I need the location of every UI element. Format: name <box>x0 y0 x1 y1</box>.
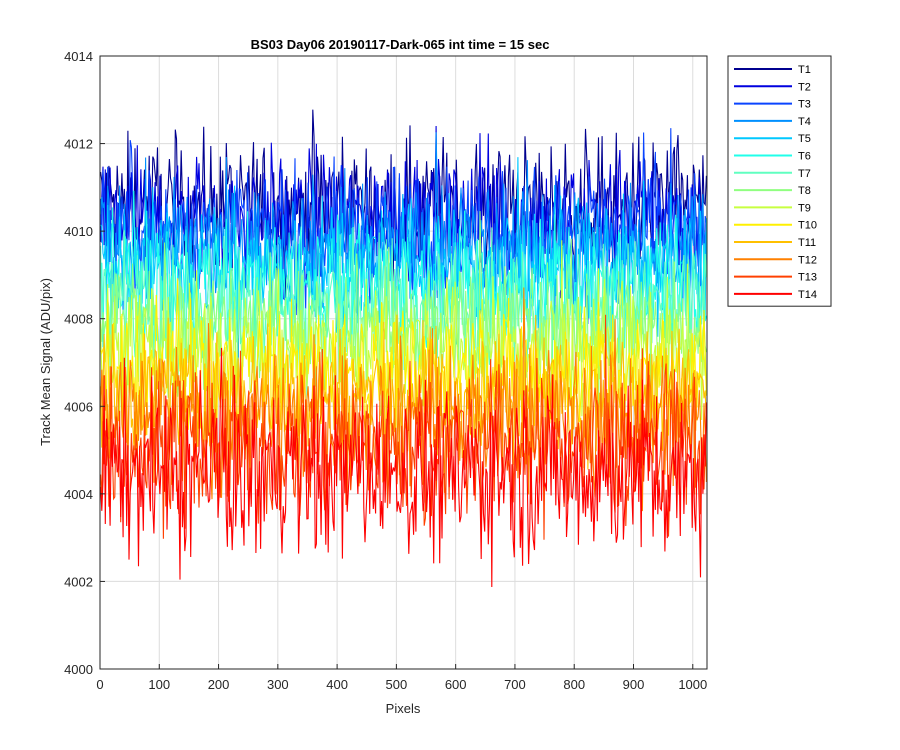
y-tick-label: 4000 <box>64 662 93 677</box>
legend-label-t3: T3 <box>798 99 811 111</box>
series-line-t7 <box>100 226 707 402</box>
x-tick-label: 600 <box>445 677 467 692</box>
x-tick-label: 100 <box>148 677 170 692</box>
y-tick-label: 4004 <box>64 487 93 502</box>
legend-label-t13: T13 <box>798 272 817 284</box>
x-tick-label: 500 <box>386 677 408 692</box>
legend-label-t6: T6 <box>798 151 811 163</box>
y-tick-label: 4006 <box>64 399 93 414</box>
chart-title: BS03 Day06 20190117-Dark-065 int time = … <box>251 37 550 52</box>
x-tick-label: 400 <box>326 677 348 692</box>
y-tick-label: 4010 <box>64 224 93 239</box>
y-axis-label: Track Mean Signal (ADU/pix) <box>38 278 53 446</box>
series-line-t5 <box>100 157 707 347</box>
x-tick-label: 300 <box>267 677 289 692</box>
legend-label-t4: T4 <box>798 116 811 128</box>
y-tick-label: 4014 <box>64 49 93 64</box>
y-tick-label: 4008 <box>64 312 93 327</box>
axis-ticks: 0 100 200 300 400 500 600 700 800 900 1000 4000 4002… <box>64 49 707 692</box>
x-axis-label: Pixels <box>386 701 421 716</box>
legend-label-t2: T2 <box>798 81 811 93</box>
legend-label-t5: T5 <box>798 133 811 145</box>
plot-frame <box>99 55 708 670</box>
series-lines <box>100 109 707 588</box>
legend-label-t11: T11 <box>798 237 816 249</box>
x-tick-label: 700 <box>504 677 526 692</box>
legend-label-t7: T7 <box>798 168 811 180</box>
legend-label-t12: T12 <box>798 254 817 266</box>
series-line-t14 <box>100 347 707 588</box>
legend-label-t9: T9 <box>798 202 811 214</box>
x-tick-label: 200 <box>208 677 230 692</box>
legend: T1 T2 T3 T4 T5 T6 T7 T8 T9 T10 T11 T12 T13 T14 <box>727 55 832 307</box>
y-tick-label: 4012 <box>64 137 93 152</box>
legend-label-t1: T1 <box>798 64 811 76</box>
legend-label-t10: T10 <box>798 220 817 232</box>
x-tick-label: 0 <box>96 677 103 692</box>
y-tick-label: 4002 <box>64 574 93 589</box>
x-tick-label: 1000 <box>678 677 707 692</box>
legend-label-t14: T14 <box>798 289 817 301</box>
legend-label-t8: T8 <box>798 185 811 197</box>
x-tick-label: 800 <box>563 677 585 692</box>
legend-box <box>727 55 832 307</box>
x-tick-label: 900 <box>623 677 645 692</box>
